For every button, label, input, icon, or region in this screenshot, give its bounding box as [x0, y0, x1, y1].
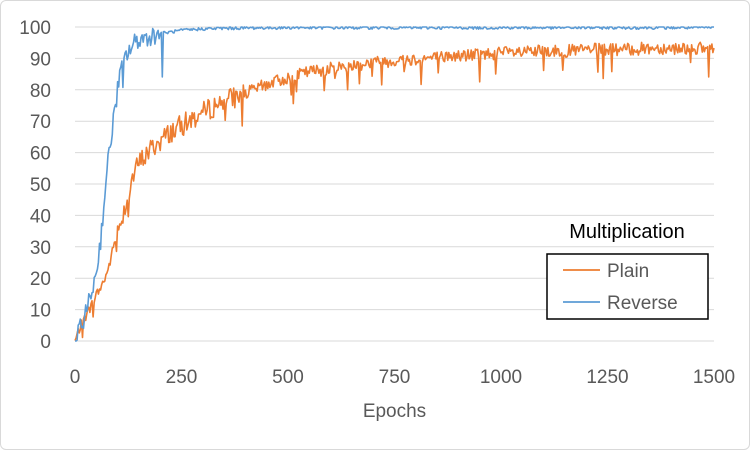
x-axis-tick-labels: 0 250 500 750 1000 1250 1500	[70, 367, 735, 388]
y-tick-label: 80	[30, 81, 51, 102]
y-tick-label: 10	[30, 301, 51, 322]
y-tick-label: 0	[40, 332, 51, 353]
gridlines	[75, 26, 714, 342]
x-tick-label: 1000	[480, 367, 522, 388]
y-tick-label: 70	[30, 112, 51, 133]
y-tick-label: 90	[30, 49, 51, 70]
y-axis-tick-labels: 0 10 20 30 40 50 60 70 80 90 100	[19, 18, 51, 353]
legend-label-plain: Plain	[607, 261, 649, 282]
legend: Plain Reverse	[546, 253, 709, 320]
x-tick-label: 500	[272, 367, 304, 388]
legend-box	[546, 253, 709, 320]
x-axis-title: Epochs	[363, 401, 426, 422]
x-tick-label: 250	[166, 367, 198, 388]
x-tick-label: 1500	[693, 367, 735, 388]
y-tick-label: 100	[19, 18, 51, 39]
x-tick-label: 0	[70, 367, 81, 388]
legend-label-reverse: Reverse	[607, 293, 678, 314]
series-line-plain	[74, 41, 715, 341]
series-lines	[74, 26, 715, 342]
y-tick-label: 60	[30, 144, 51, 165]
y-tick-label: 40	[30, 206, 51, 227]
y-tick-label: 30	[30, 238, 51, 259]
legend-title: Multiplication	[569, 221, 685, 243]
series-line-reverse	[75, 26, 715, 342]
x-tick-label: 750	[379, 367, 411, 388]
y-tick-label: 20	[30, 269, 51, 290]
y-tick-label: 50	[30, 175, 51, 196]
x-tick-label: 1250	[586, 367, 628, 388]
